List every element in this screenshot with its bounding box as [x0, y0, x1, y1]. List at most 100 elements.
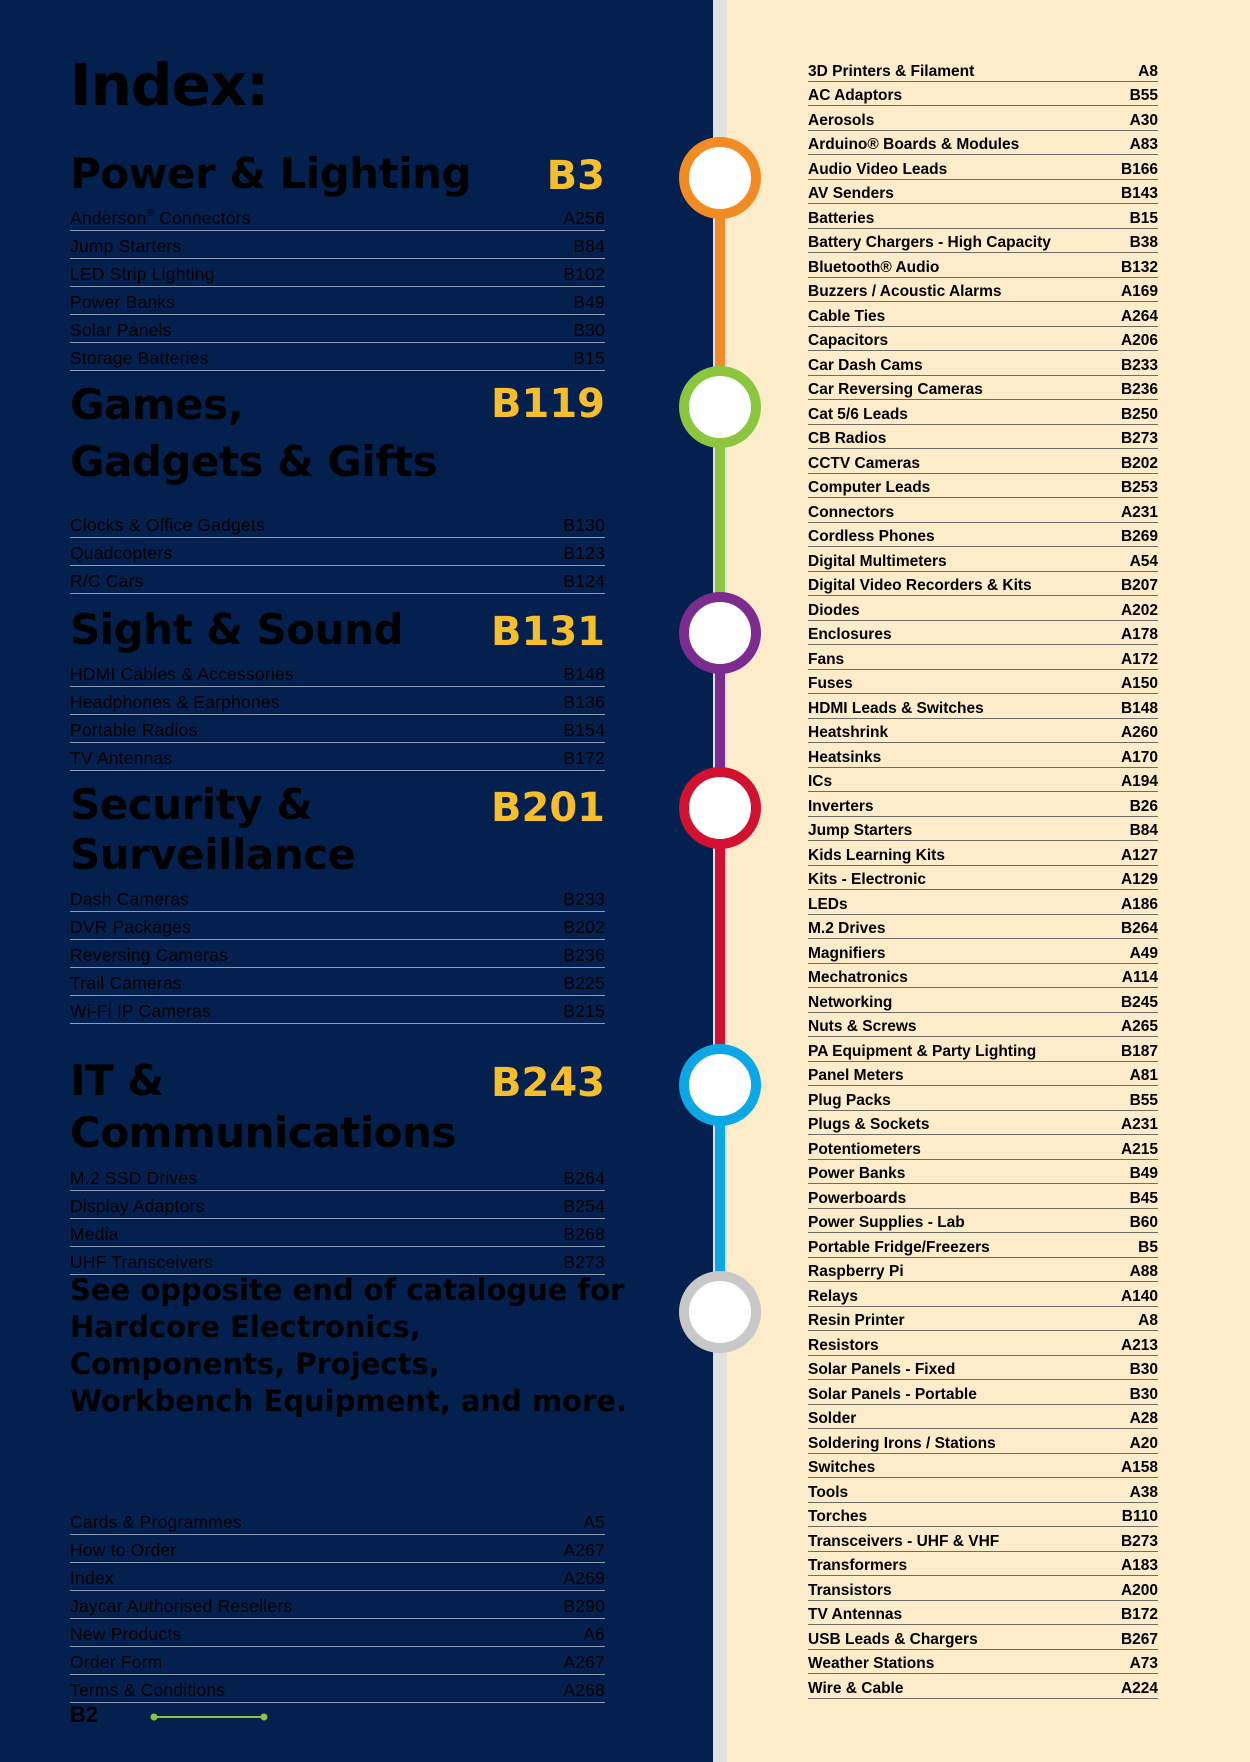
list-item[interactable]: Portable Radios B154: [70, 715, 605, 743]
list-item[interactable]: R/C Cars B124: [70, 566, 605, 594]
list-item[interactable]: Index A269: [70, 1563, 605, 1591]
list-item[interactable]: Jump Starters B84: [70, 231, 605, 259]
list-item[interactable]: TV Antennas B172: [70, 743, 605, 771]
index-row[interactable]: Enclosures A178: [808, 621, 1158, 645]
index-row[interactable]: Power Banks B49: [808, 1160, 1158, 1184]
list-item[interactable]: Cards & Programmes A5: [70, 1507, 605, 1535]
index-row[interactable]: Heatsinks A170: [808, 743, 1158, 768]
list-item[interactable]: Clocks & Office Gadgets B130: [70, 510, 605, 538]
index-row[interactable]: Digital Multimeters A54: [808, 547, 1158, 572]
index-row[interactable]: Switches A158: [808, 1454, 1158, 1478]
index-row[interactable]: Solar Panels - Fixed B30: [808, 1356, 1158, 1380]
index-row[interactable]: Diodes A202: [808, 596, 1158, 621]
index-row[interactable]: Nuts & Screws A265: [808, 1013, 1158, 1037]
index-row[interactable]: Kits - Electronic A129: [808, 866, 1158, 890]
index-row[interactable]: Jump Starters B84: [808, 817, 1158, 841]
section-page-number[interactable]: B201: [491, 785, 605, 831]
list-item[interactable]: Storage Batteries B15: [70, 343, 605, 371]
index-row[interactable]: ICs A194: [808, 768, 1158, 792]
index-row[interactable]: Resistors A213: [808, 1331, 1158, 1356]
index-row[interactable]: Batteries B15: [808, 204, 1158, 229]
index-row[interactable]: Bluetooth® Audio B132: [808, 253, 1158, 278]
index-row[interactable]: Networking B245: [808, 988, 1158, 1013]
list-item[interactable]: Solar Panels B30: [70, 315, 605, 343]
index-row[interactable]: Soldering Irons / Stations A20: [808, 1429, 1158, 1454]
index-row[interactable]: Battery Chargers - High Capacity B38: [808, 229, 1158, 253]
index-row[interactable]: Solder A28: [808, 1405, 1158, 1429]
index-row[interactable]: Raspberry Pi A88: [808, 1258, 1158, 1282]
index-row[interactable]: PA Equipment & Party Lighting B187: [808, 1037, 1158, 1062]
index-row[interactable]: Transformers A183: [808, 1552, 1158, 1576]
index-row[interactable]: Fans A172: [808, 645, 1158, 670]
index-row[interactable]: Plug Packs B55: [808, 1086, 1158, 1111]
index-row[interactable]: Power Supplies - Lab B60: [808, 1209, 1158, 1233]
index-row[interactable]: Resin Printer A8: [808, 1307, 1158, 1331]
list-item[interactable]: M.2 SSD Drives B264: [70, 1163, 605, 1191]
index-row[interactable]: USB Leads & Chargers B267: [808, 1625, 1158, 1650]
index-row[interactable]: Inverters B26: [808, 792, 1158, 817]
index-row[interactable]: Mechatronics A114: [808, 964, 1158, 988]
index-row[interactable]: Heatshrink A260: [808, 719, 1158, 743]
list-item[interactable]: Trail Cameras B225: [70, 968, 605, 996]
index-row[interactable]: Powerboards B45: [808, 1184, 1158, 1209]
list-item[interactable]: Headphones & Earphones B136: [70, 687, 605, 715]
list-item[interactable]: Dash Cameras B233: [70, 884, 605, 912]
index-row[interactable]: Digital Video Recorders & Kits B207: [808, 572, 1158, 596]
index-row[interactable]: CCTV Cameras B202: [808, 449, 1158, 474]
index-row[interactable]: 3D Printers & Filament A8: [808, 57, 1158, 82]
index-row[interactable]: Tools A38: [808, 1478, 1158, 1503]
index-row[interactable]: TV Antennas B172: [808, 1601, 1158, 1625]
index-row[interactable]: Buzzers / Acoustic Alarms A169: [808, 278, 1158, 302]
index-row[interactable]: Capacitors A206: [808, 327, 1158, 351]
index-row[interactable]: Arduino® Boards & Modules A83: [808, 131, 1158, 155]
index-row[interactable]: Cordless Phones B269: [808, 523, 1158, 547]
index-row[interactable]: Portable Fridge/Freezers B5: [808, 1233, 1158, 1258]
list-item[interactable]: Terms & Conditions A268: [70, 1675, 605, 1703]
index-row[interactable]: AV Senders B143: [808, 180, 1158, 204]
index-row[interactable]: CB Radios B273: [808, 425, 1158, 449]
list-item[interactable]: Power Banks B49: [70, 287, 605, 315]
index-row[interactable]: Transistors A200: [808, 1576, 1158, 1601]
list-item[interactable]: UHF Transceivers B273: [70, 1247, 605, 1275]
list-item[interactable]: Display Adaptors B254: [70, 1191, 605, 1219]
list-item[interactable]: Anderson® Connectors A256: [70, 203, 605, 231]
section-page-number[interactable]: B131: [491, 609, 605, 655]
index-row[interactable]: Aerosols A30: [808, 106, 1158, 131]
list-item[interactable]: Quadcopters B123: [70, 538, 605, 566]
index-row[interactable]: Panel Meters A81: [808, 1062, 1158, 1086]
index-row[interactable]: LEDs A186: [808, 890, 1158, 915]
list-item[interactable]: Media B268: [70, 1219, 605, 1247]
index-row[interactable]: Solar Panels - Portable B30: [808, 1380, 1158, 1405]
index-row[interactable]: Car Dash Cams B233: [808, 351, 1158, 376]
index-row[interactable]: Fuses A150: [808, 670, 1158, 694]
index-row[interactable]: Torches B110: [808, 1503, 1158, 1527]
index-row[interactable]: Relays A140: [808, 1282, 1158, 1307]
index-row[interactable]: Connectors A231: [808, 498, 1158, 523]
list-item[interactable]: New Products A6: [70, 1619, 605, 1647]
list-item[interactable]: Jaycar Authorised Resellers B290: [70, 1591, 605, 1619]
index-row[interactable]: Car Reversing Cameras B236: [808, 376, 1158, 400]
index-row[interactable]: Audio Video Leads B166: [808, 155, 1158, 180]
index-row[interactable]: Magnifiers A49: [808, 939, 1158, 964]
index-row[interactable]: Kids Learning Kits A127: [808, 841, 1158, 866]
section-page-number[interactable]: B243: [491, 1060, 605, 1106]
index-row[interactable]: Cat 5/6 Leads B250: [808, 400, 1158, 425]
index-row[interactable]: Weather Stations A73: [808, 1650, 1158, 1674]
index-row[interactable]: Transceivers - UHF & VHF B273: [808, 1527, 1158, 1552]
list-item[interactable]: HDMI Cables & Accessories B148: [70, 659, 605, 687]
index-row[interactable]: M.2 Drives B264: [808, 915, 1158, 939]
list-item[interactable]: How to Order A267: [70, 1535, 605, 1563]
list-item[interactable]: Wi-Fi IP Cameras B215: [70, 996, 605, 1024]
list-item[interactable]: DVR Packages B202: [70, 912, 605, 940]
index-row[interactable]: Wire & Cable A224: [808, 1674, 1158, 1699]
index-row[interactable]: Plugs & Sockets A231: [808, 1111, 1158, 1135]
index-row[interactable]: Potentiometers A215: [808, 1135, 1158, 1160]
index-row[interactable]: Computer Leads B253: [808, 474, 1158, 498]
index-row[interactable]: HDMI Leads & Switches B148: [808, 694, 1158, 719]
list-item[interactable]: Reversing Cameras B236: [70, 940, 605, 968]
index-row[interactable]: AC Adaptors B55: [808, 82, 1158, 106]
index-row[interactable]: Cable Ties A264: [808, 302, 1158, 327]
section-page-number[interactable]: B3: [546, 153, 605, 199]
section-page-number[interactable]: B119: [491, 381, 605, 427]
list-item[interactable]: LED Strip Lighting B102: [70, 259, 605, 287]
